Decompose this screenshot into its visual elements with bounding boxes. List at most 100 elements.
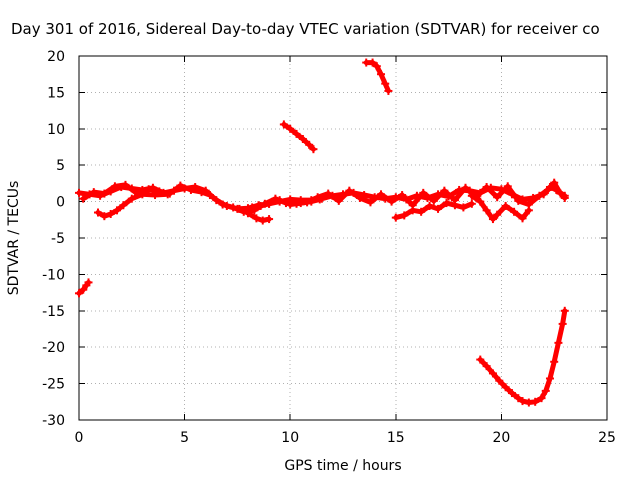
data-point xyxy=(560,306,569,315)
data-point xyxy=(524,206,533,215)
data-point xyxy=(218,200,227,209)
data-point xyxy=(127,194,136,203)
data-point xyxy=(384,86,393,95)
data-point xyxy=(279,120,288,129)
data-point xyxy=(138,190,147,199)
data-point xyxy=(265,215,274,224)
data-point xyxy=(440,186,449,195)
x-tick-label: 15 xyxy=(387,430,405,446)
data-point xyxy=(442,199,451,208)
data-point xyxy=(377,190,386,199)
data-point xyxy=(387,197,396,206)
data-point xyxy=(119,201,128,210)
data-point xyxy=(94,208,103,217)
y-tick-label: 10 xyxy=(47,122,65,138)
data-point xyxy=(79,285,88,294)
data-point xyxy=(482,183,491,192)
y-tick-label: 5 xyxy=(56,158,65,174)
data-point xyxy=(558,319,567,328)
data-point xyxy=(248,203,257,212)
data-point xyxy=(89,188,98,197)
data-point xyxy=(296,199,305,208)
data-point xyxy=(550,178,559,187)
data-point xyxy=(537,394,546,403)
data-point xyxy=(298,134,307,143)
data-point xyxy=(345,186,354,195)
x-tick-label: 10 xyxy=(281,430,299,446)
x-tick-label: 25 xyxy=(598,430,616,446)
data-point xyxy=(377,70,386,79)
data-point xyxy=(501,201,510,210)
series-central-band-c xyxy=(95,191,171,219)
grid-layer xyxy=(79,56,607,420)
data-point xyxy=(429,196,438,205)
data-point xyxy=(554,338,563,347)
data-point xyxy=(75,188,83,197)
y-tick-label: -5 xyxy=(51,231,65,247)
x-tick-label: 0 xyxy=(75,430,84,446)
data-point xyxy=(501,383,510,392)
data-point xyxy=(476,197,485,206)
data-point xyxy=(243,209,252,218)
series-deep-arc-21h xyxy=(477,308,568,405)
data-point xyxy=(467,199,476,208)
data-point xyxy=(493,193,502,202)
data-point xyxy=(252,214,261,223)
data-point xyxy=(79,194,88,203)
data-point xyxy=(256,201,265,210)
data-point xyxy=(514,394,523,403)
data-point xyxy=(450,201,459,210)
data-point xyxy=(419,188,428,197)
data-point xyxy=(560,193,569,202)
y-tick-label: -15 xyxy=(42,304,65,320)
data-point xyxy=(488,215,497,224)
data-point xyxy=(197,188,206,197)
data-point xyxy=(482,206,491,215)
y-tick-label: -25 xyxy=(42,377,65,393)
data-point xyxy=(286,200,295,209)
data-point xyxy=(176,181,185,190)
data-point xyxy=(531,397,540,406)
data-point xyxy=(417,207,426,216)
data-point xyxy=(398,191,407,200)
data-point xyxy=(488,369,497,378)
data-point xyxy=(286,124,295,133)
data-point xyxy=(75,289,83,298)
series-arc-near-origin xyxy=(76,279,91,296)
y-tick-label: 15 xyxy=(47,85,65,101)
y-tick-label: -30 xyxy=(42,413,65,429)
data-point xyxy=(275,196,284,205)
data-point xyxy=(307,197,316,206)
series-central-band-f xyxy=(393,200,475,221)
data-point xyxy=(372,62,381,71)
data-point xyxy=(400,211,409,220)
series-layer xyxy=(75,58,569,407)
data-point xyxy=(507,389,516,398)
data-point xyxy=(144,185,153,194)
data-point xyxy=(355,193,364,202)
data-point xyxy=(476,355,485,364)
data-point xyxy=(556,189,565,198)
data-point xyxy=(110,182,119,191)
data-point xyxy=(186,185,195,194)
data-point xyxy=(315,195,324,204)
data-point xyxy=(258,216,267,225)
y-tick-label: -10 xyxy=(42,267,65,283)
y-axis-label: SDTVAR / TECUs xyxy=(6,181,22,296)
data-point xyxy=(205,191,214,200)
data-point xyxy=(543,185,552,194)
data-point xyxy=(381,79,390,88)
data-point xyxy=(391,213,400,222)
data-point xyxy=(368,58,377,67)
data-point xyxy=(366,198,375,207)
data-point xyxy=(100,212,109,221)
x-tick-label: 20 xyxy=(492,430,510,446)
y-tick-label: 20 xyxy=(47,49,65,65)
data-point xyxy=(503,182,512,191)
y-tick-label: -20 xyxy=(42,340,65,356)
x-tick-label: 5 xyxy=(180,430,189,446)
data-point xyxy=(292,129,301,138)
data-point xyxy=(535,191,544,200)
data-point xyxy=(229,203,238,212)
data-point xyxy=(514,196,523,205)
